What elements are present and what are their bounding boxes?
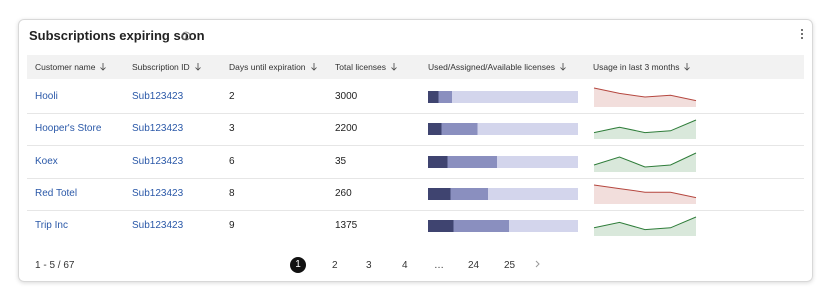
sort-icon[interactable] [390, 62, 398, 71]
column-header[interactable]: Customer name [35, 62, 107, 72]
column-header[interactable]: Days until expiration [229, 62, 318, 72]
page-button[interactable]: 2 [332, 260, 338, 271]
license-segment [441, 123, 478, 136]
usage-area [594, 217, 696, 237]
column-header[interactable]: Subscription ID [132, 62, 202, 72]
subscription-link[interactable]: Sub123423 [132, 220, 184, 232]
page-button[interactable]: 3 [366, 260, 372, 271]
card-title: Subscriptions expiring soon [29, 28, 205, 43]
pagination-range: 1 - 5 / 67 [35, 260, 75, 271]
license-segment [428, 123, 442, 136]
sort-icon[interactable] [683, 62, 691, 71]
usage-sparkline [593, 216, 697, 237]
column-header[interactable]: Total licenses [335, 62, 398, 72]
license-segment [452, 91, 578, 103]
customer-link[interactable]: Hooli [35, 91, 58, 102]
page-button[interactable]: 25 [504, 260, 516, 271]
sort-icon[interactable] [310, 62, 318, 71]
subscription-link[interactable]: Sub123423 [132, 123, 184, 135]
license-segment [428, 155, 448, 168]
license-segment [509, 220, 578, 233]
license-segment [428, 187, 451, 200]
usage-sparkline [593, 152, 697, 172]
info-icon[interactable] [181, 31, 191, 41]
next-page[interactable] [534, 258, 542, 270]
usage-line [593, 119, 697, 134]
customer-link[interactable]: Koex [35, 155, 58, 167]
total-cell: 2200 [335, 123, 358, 135]
row-separator [27, 177, 804, 179]
customer-link[interactable]: Red Totel [35, 187, 78, 199]
page-button[interactable]: 1 [290, 257, 306, 273]
days-cell: 6 [229, 155, 235, 167]
license-bar [428, 155, 578, 168]
license-bar [428, 220, 578, 233]
usage-area [594, 120, 696, 140]
license-bar [428, 187, 578, 200]
subscription-link[interactable]: Sub123423 [132, 91, 184, 102]
license-bar [428, 91, 578, 103]
subscription-link[interactable]: Sub123423 [132, 155, 184, 167]
usage-line [593, 152, 697, 168]
total-cell: 3000 [335, 91, 358, 102]
customer-link[interactable]: Hooper's Store [35, 123, 102, 135]
license-segment [453, 220, 509, 233]
license-segment [428, 91, 439, 103]
license-segment [438, 91, 452, 103]
usage-sparkline [593, 119, 697, 140]
license-segment [497, 155, 578, 168]
row-separator [27, 145, 804, 147]
card: Subscriptions expiring soon Customer nam… [18, 19, 813, 282]
days-cell: 8 [229, 187, 235, 199]
usage-sparkline [593, 184, 697, 204]
total-cell: 35 [335, 155, 347, 167]
days-cell: 2 [229, 91, 235, 102]
customer-link[interactable]: Trip Inc [35, 220, 68, 232]
column-header[interactable]: Used/Assigned/Available licenses [428, 62, 567, 72]
license-bar [428, 123, 578, 136]
usage-line [593, 184, 697, 198]
license-segment [447, 155, 497, 168]
license-segment [450, 187, 488, 200]
total-cell: 1375 [335, 220, 358, 232]
subscription-link[interactable]: Sub123423 [132, 187, 184, 199]
usage-area [594, 152, 696, 172]
column-header[interactable]: Usage in last 3 months [593, 62, 691, 72]
usage-sparkline [593, 87, 697, 107]
license-segment [428, 220, 454, 233]
days-cell: 9 [229, 220, 235, 232]
sort-icon[interactable] [99, 62, 107, 71]
license-segment [488, 187, 578, 200]
row-separator [27, 209, 804, 211]
page-button[interactable]: … [434, 260, 444, 271]
sort-icon[interactable] [194, 62, 202, 71]
page-button[interactable]: 24 [468, 260, 480, 271]
menu-icon[interactable] [799, 27, 805, 41]
days-cell: 3 [229, 123, 235, 135]
usage-line [593, 87, 697, 102]
page-button[interactable]: 4 [402, 260, 408, 271]
total-cell: 260 [335, 187, 352, 199]
table-header [27, 55, 804, 79]
usage-line [593, 216, 697, 231]
license-segment [477, 123, 578, 136]
usage-area [594, 184, 696, 204]
row-separator [27, 113, 804, 114]
sort-icon[interactable] [559, 62, 567, 71]
